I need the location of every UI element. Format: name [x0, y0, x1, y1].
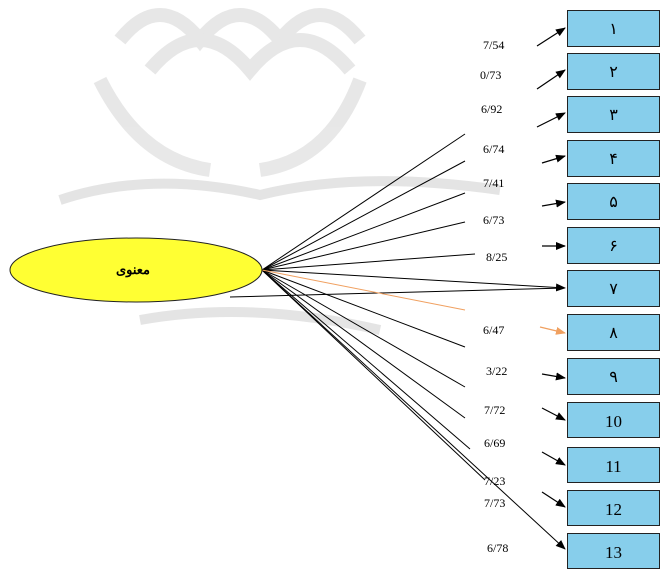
coefficient-label-13: 7/73: [484, 496, 506, 510]
arrow-10: [541, 407, 566, 421]
indicator-box-8: ٨: [567, 314, 660, 351]
coefficient-label-7: 8/25: [486, 250, 508, 264]
indicator-box-5: ۵: [567, 183, 660, 220]
indicator-box-4: ۴: [567, 140, 660, 177]
path-line-11: [261, 269, 466, 419]
arrow-4: [541, 154, 566, 164]
indicator-box-3: ٣: [567, 96, 660, 133]
coefficient-label-12: 7/23: [484, 474, 506, 488]
indicator-box-11: 11: [567, 447, 660, 483]
path-line-highlight: [261, 269, 466, 311]
indicator-box-7: ٧: [567, 270, 660, 307]
indicator-box-13: 13: [567, 533, 660, 569]
arrow-1: [536, 27, 566, 47]
indicator-box-9: ٩: [567, 358, 660, 395]
path-line-10: [261, 269, 466, 388]
coefficient-label-8: 6/47: [483, 323, 505, 337]
coefficient-label-5: 7/41: [483, 176, 505, 190]
arrow-3: [536, 112, 566, 128]
coefficient-label-14: 6/78: [487, 541, 509, 555]
coefficient-label-11: 6/69: [484, 436, 506, 450]
path-line-6: [261, 221, 466, 271]
arrow-12: [541, 491, 566, 508]
arrow-9: [541, 372, 566, 381]
latent-label: معنوی: [115, 262, 151, 277]
arrow-2: [536, 69, 566, 90]
path-line-5: [261, 192, 466, 271]
indicator-box-6: ۶: [567, 227, 660, 264]
coefficient-label-9: 3/22: [486, 364, 508, 378]
coefficient-label-3: 6/92: [481, 102, 503, 116]
path-line-4: [261, 160, 466, 271]
path-line-13: [261, 269, 486, 481]
latent-ellipse: [9, 237, 263, 303]
coefficient-label-10: 7/72: [484, 403, 506, 417]
coefficient-label-4: 6/74: [483, 142, 505, 156]
path-line-8: [261, 269, 566, 292]
path-line-9: [261, 269, 466, 348]
coefficient-label-1: 7/54: [483, 38, 505, 52]
coefficient-label-2: 0/73: [480, 68, 502, 82]
indicator-box-2: ٢: [567, 53, 660, 90]
indicator-box-1: ١: [567, 10, 660, 47]
path-line-3: [261, 133, 466, 271]
indicator-box-12: 12: [567, 490, 660, 526]
path-line-14: [261, 269, 566, 550]
arrow-5: [541, 199, 566, 208]
arrow-11: [541, 451, 566, 466]
coefficient-label-6: 6/73: [483, 213, 505, 227]
path-line-long: [229, 287, 566, 298]
arrow-8: [539, 326, 566, 335]
path-line-12: [261, 269, 471, 450]
indicator-box-10: 10: [567, 402, 660, 438]
path-line-7: [261, 253, 476, 271]
